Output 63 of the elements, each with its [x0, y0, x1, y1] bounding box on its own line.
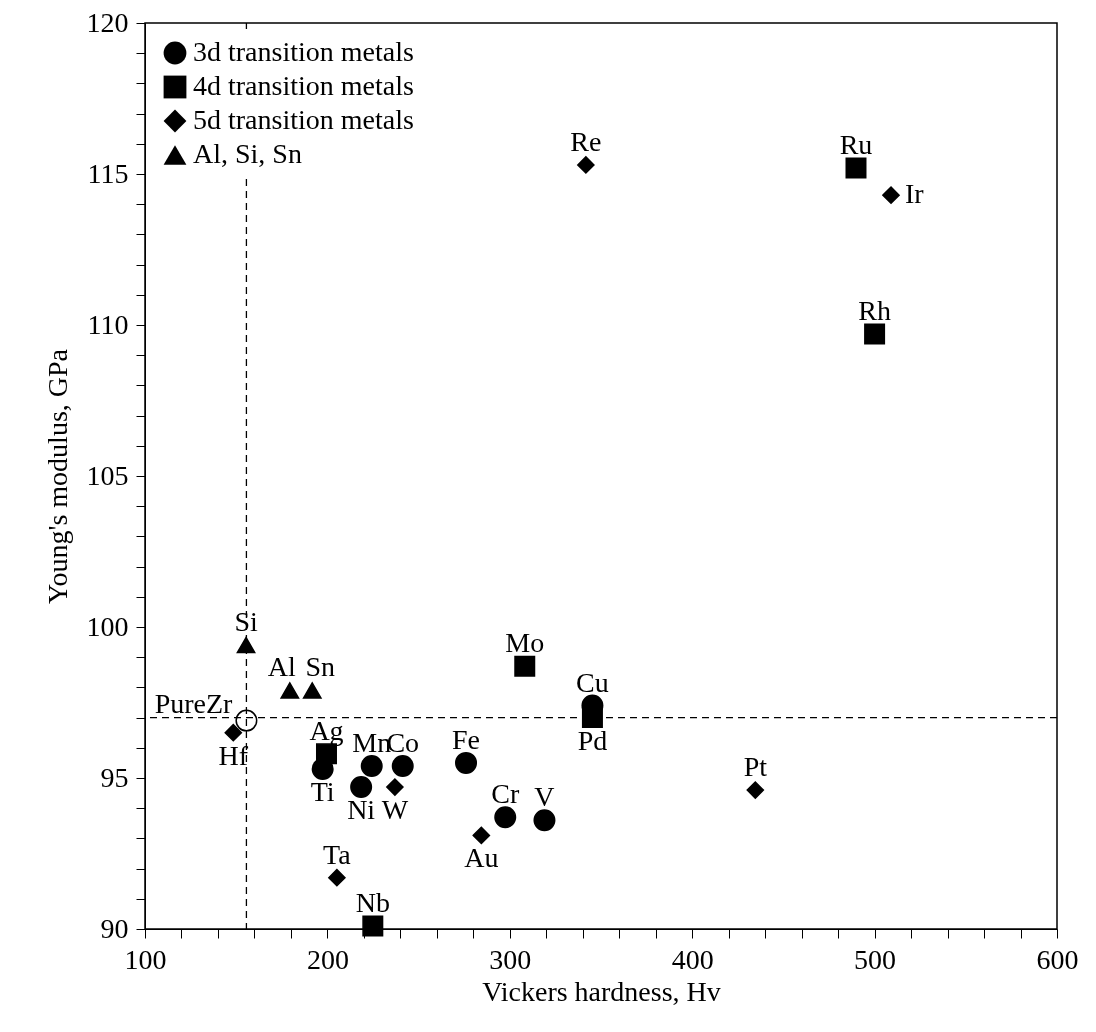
x-tick-label: 300 — [489, 943, 532, 975]
y-tick-label: 120 — [86, 6, 129, 38]
annotation: Ag — [309, 714, 344, 746]
annotation: Sn — [305, 651, 336, 683]
point — [746, 781, 765, 799]
annotation: Cr — [491, 778, 520, 810]
point — [391, 754, 414, 777]
y-tick-label: 100 — [86, 610, 129, 642]
annotation: Ru — [839, 128, 873, 160]
annotation: Rh — [858, 295, 891, 327]
point — [235, 709, 258, 732]
annotation: Au — [464, 842, 499, 874]
point — [328, 868, 346, 887]
x-axis-title: Vickers hardness, Hv — [482, 975, 721, 1007]
point — [581, 707, 603, 729]
y-tick-label: 110 — [87, 308, 129, 340]
point — [533, 809, 556, 832]
y-tick-label: 90 — [100, 912, 129, 944]
annotation: W — [381, 794, 409, 826]
annotation: Re — [570, 125, 602, 157]
x-tick-label: 200 — [306, 943, 349, 975]
annotation: PureZr — [154, 687, 234, 719]
y-tick-label: 105 — [86, 459, 129, 491]
annotation: Pt — [743, 751, 768, 783]
legend-label: 3d transition metals — [193, 36, 414, 67]
point — [360, 754, 383, 777]
annotation: Mo — [505, 627, 545, 659]
point — [864, 323, 886, 345]
annotation: Nb — [355, 886, 390, 918]
annotation: Ti — [310, 775, 335, 807]
annotation: Al — [267, 651, 297, 683]
annotation: Ir — [905, 178, 925, 210]
x-tick-label: 500 — [854, 943, 897, 975]
legend-label: Al, Si, Sn — [193, 138, 302, 169]
point — [302, 682, 322, 699]
annotation: Cu — [576, 666, 609, 698]
point — [845, 157, 867, 179]
x-tick-label: 400 — [671, 943, 714, 975]
point — [362, 915, 384, 937]
point — [882, 186, 900, 204]
point — [350, 776, 373, 799]
x-tick-label: 600 — [1036, 943, 1079, 975]
annotation: Pd — [577, 724, 608, 756]
annotation: Ta — [323, 838, 352, 870]
point — [236, 636, 256, 654]
point — [386, 778, 404, 796]
y-tick-label: 115 — [87, 157, 129, 189]
point — [472, 826, 491, 845]
x-tick-label: 100 — [124, 943, 167, 975]
annotation: V — [534, 781, 555, 813]
annotation: Ni — [347, 794, 376, 826]
point — [577, 156, 595, 174]
legend-label: 5d transition metals — [193, 104, 414, 135]
y-tick-label: 95 — [100, 761, 129, 793]
y-axis-title: Young's modulus, GPa — [41, 348, 73, 605]
point — [494, 806, 517, 829]
annotation: Fe — [452, 723, 481, 755]
annotation: Hf — [218, 739, 249, 771]
point — [514, 655, 536, 677]
point — [280, 682, 300, 699]
legend-label: 4d transition metals — [193, 70, 414, 101]
point — [455, 751, 478, 774]
point — [224, 723, 243, 742]
